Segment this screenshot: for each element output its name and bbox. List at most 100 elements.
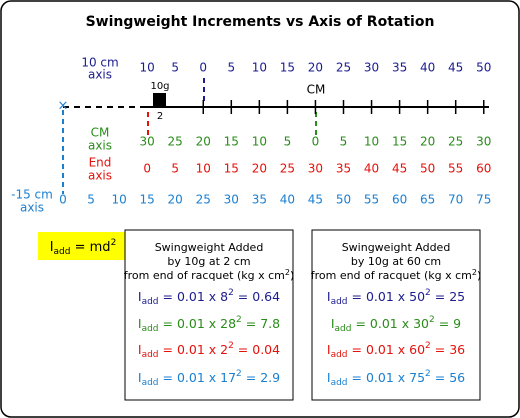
- axis-tick: 55: [448, 162, 463, 176]
- line-sup: 2: [429, 315, 435, 325]
- line-base: I: [138, 370, 142, 385]
- unit-text: from end of racquet (kg x cm: [311, 269, 472, 282]
- axis-tick: 20: [252, 162, 267, 176]
- weight-label: 10g: [150, 81, 169, 92]
- line-base: I: [327, 370, 331, 385]
- line-base: I: [138, 342, 142, 357]
- axis-tick: 0: [312, 135, 320, 149]
- axis-tick: 45: [448, 61, 463, 75]
- axis-tick: 10: [196, 162, 211, 176]
- axis-tick: 10: [364, 135, 379, 149]
- ruler-ticks: [202, 100, 485, 114]
- axis-tick: 20: [196, 135, 211, 149]
- axis-tick: 30: [224, 193, 239, 207]
- axis-tick: 60: [392, 193, 407, 207]
- result-box: [124, 229, 294, 401]
- axis-tick: 15: [224, 162, 239, 176]
- line-result: = 0.64: [234, 289, 280, 304]
- axis-tick: 5: [340, 135, 348, 149]
- unit-close: ): [290, 269, 294, 282]
- axis-tick: 0: [143, 162, 151, 176]
- box-heading: Swingweight Added: [342, 241, 451, 254]
- line-base: I: [331, 316, 335, 331]
- line-expr: = 0.01 x 8: [159, 289, 229, 304]
- line-result: = 9: [435, 316, 461, 331]
- line-result: = 25: [431, 289, 465, 304]
- line-expr: = 0.01 x 30: [352, 316, 430, 331]
- formula-line: Iadd = 0.01 x 282 = 7.8: [138, 315, 280, 334]
- line-base: I: [138, 289, 142, 304]
- line-expr: = 0.01 x 60: [348, 342, 426, 357]
- line-sub: add: [142, 324, 159, 334]
- line-sub: add: [142, 297, 159, 307]
- line-sup: 2: [425, 288, 431, 298]
- axis-tick: 0: [59, 193, 67, 207]
- formula-sub: add: [54, 247, 71, 257]
- axis-tick: 20: [168, 193, 183, 207]
- axis-tick: 25: [196, 193, 211, 207]
- line-result: = 56: [431, 370, 465, 385]
- axis-tick: 70: [448, 193, 463, 207]
- weight: [153, 93, 166, 107]
- box-unit: from end of racquet (kg x cm2): [124, 268, 295, 283]
- axis-tick: 25: [280, 162, 295, 176]
- axis-tick: 50: [476, 61, 491, 75]
- axis-tick: 45: [308, 193, 323, 207]
- axis-tick: 5: [171, 61, 179, 75]
- line-sup: 2: [236, 315, 242, 325]
- axis-label: -15 cm: [11, 188, 53, 202]
- box-heading: Swingweight Added: [155, 241, 264, 254]
- axis-tick: 20: [308, 61, 323, 75]
- formula: Iadd = md2: [50, 238, 117, 257]
- line-result: = 0.04: [234, 342, 280, 357]
- axis-tick: 10: [140, 61, 155, 75]
- line-base: I: [327, 289, 331, 304]
- box-unit: from end of racquet (kg x cm2): [311, 268, 482, 283]
- axis-tick: 25: [336, 61, 351, 75]
- axis-tick: 40: [364, 162, 379, 176]
- line-sup: 2: [228, 288, 234, 298]
- formula-line: Iadd = 0.01 x 22 = 0.04: [138, 341, 280, 360]
- formula-line: Iadd = 0.01 x 502 = 25: [327, 288, 465, 307]
- line-expr: = 0.01 x 50: [348, 289, 426, 304]
- axis-tick: 5: [284, 135, 292, 149]
- line-sub: add: [142, 350, 159, 360]
- axis-tick: 30: [476, 135, 491, 149]
- axis-tick: 25: [168, 135, 183, 149]
- box-heading: by 10g at 2 cm: [167, 255, 250, 268]
- formula-line: Iadd = 0.01 x 302 = 9: [331, 315, 461, 334]
- line-expr: = 0.01 x 17: [159, 370, 237, 385]
- axis-tick: 75: [476, 193, 491, 207]
- box-heading: by 10g at 60 cm: [351, 255, 441, 268]
- formula-box: [38, 232, 128, 260]
- unit-sup: 2: [472, 268, 477, 277]
- axis-tick: 15: [224, 135, 239, 149]
- axis-tick: 10: [252, 61, 267, 75]
- line-result: = 2.9: [242, 370, 280, 385]
- axis-tick: 50: [336, 193, 351, 207]
- axis-label: axis: [88, 139, 112, 153]
- axis-tick: 15: [392, 135, 407, 149]
- axis-tick: 25: [448, 135, 463, 149]
- axis-tick: 5: [87, 193, 95, 207]
- line-sup: 2: [236, 369, 242, 379]
- axis-tick: 0: [199, 61, 207, 75]
- axis-tick: 35: [336, 162, 351, 176]
- title: Swingweight Increments vs Axis of Rotati…: [86, 14, 435, 30]
- line-sub: add: [142, 378, 159, 388]
- axis-tick: 45: [392, 162, 407, 176]
- axis-tick: 50: [420, 162, 435, 176]
- axis-tick: 20: [420, 135, 435, 149]
- line-expr: = 0.01 x 28: [159, 316, 237, 331]
- line-expr: = 0.01 x 75: [348, 370, 426, 385]
- unit-text: from end of racquet (kg x cm: [124, 269, 285, 282]
- line-sup: 2: [228, 341, 234, 351]
- axis-label: axis: [20, 201, 44, 215]
- axis-tick: 65: [420, 193, 435, 207]
- axis-tick: 30: [140, 135, 155, 149]
- formula-sup: 2: [111, 238, 117, 248]
- axis-tick: 30: [364, 61, 379, 75]
- line-sub: add: [335, 324, 352, 334]
